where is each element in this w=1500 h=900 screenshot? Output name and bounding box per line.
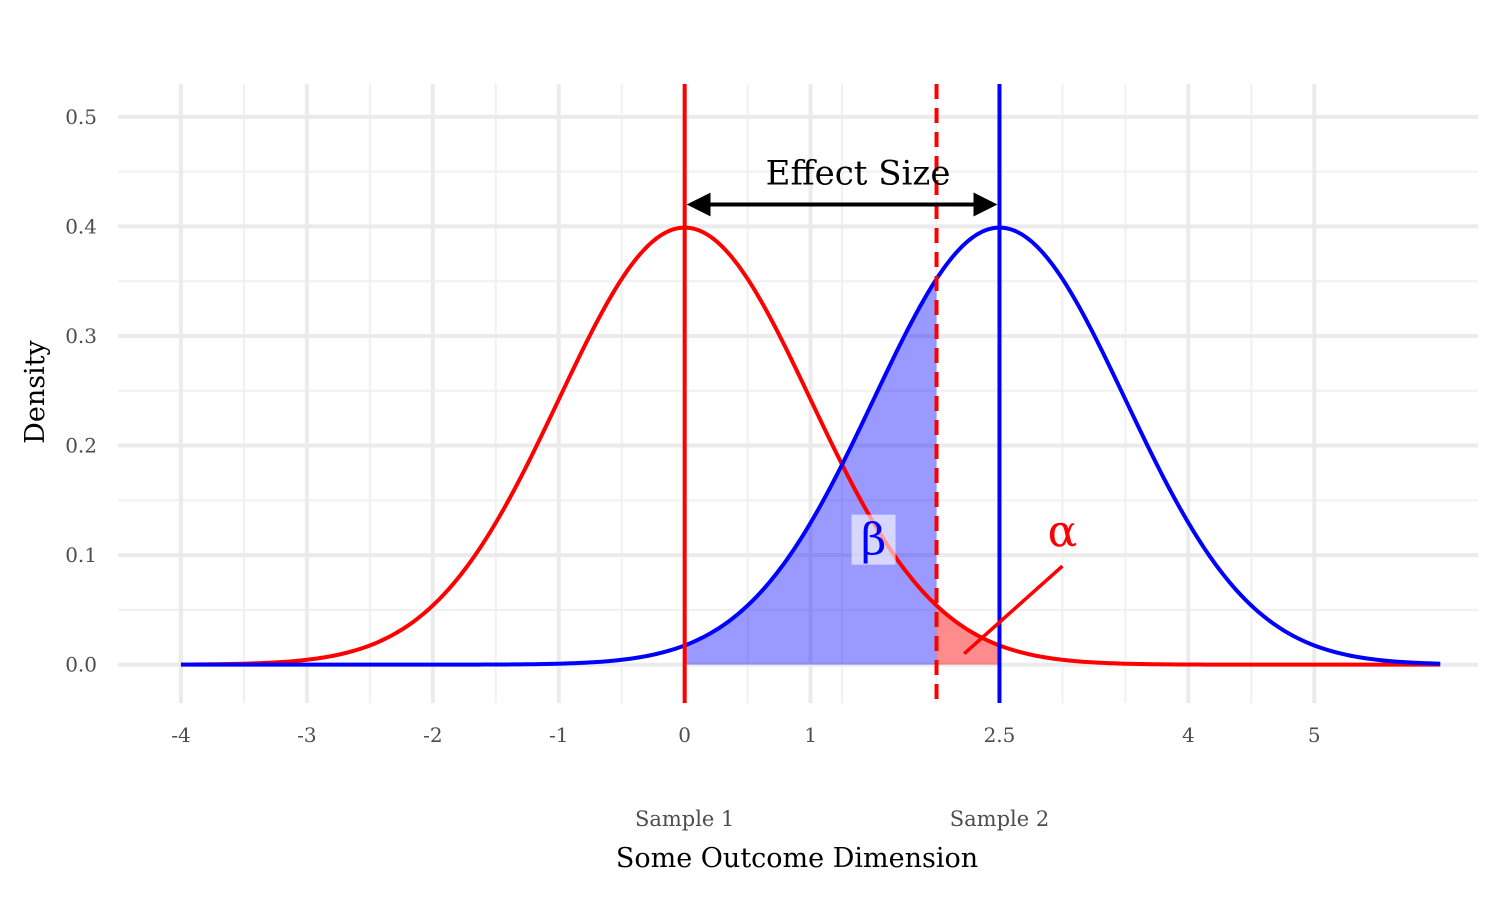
density-curve-1 bbox=[180, 225, 1441, 667]
x-tick-label: 1 bbox=[804, 723, 817, 747]
alpha-label: α bbox=[1048, 506, 1078, 557]
x-tick-label: 2.5 bbox=[984, 723, 1016, 747]
y-tick-label: 0.3 bbox=[65, 324, 97, 348]
x-tick-label: -1 bbox=[549, 723, 568, 747]
density-curve-2 bbox=[180, 225, 1441, 667]
x-tick-label: 0 bbox=[678, 723, 691, 747]
x-tick-labels: -4 -3 -2 -1 0 1 2.5 4 5 bbox=[171, 723, 1320, 747]
sample-label: Sample 2 bbox=[950, 807, 1049, 831]
x-tick-label: -4 bbox=[171, 723, 190, 747]
x-tick-label: 4 bbox=[1182, 723, 1195, 747]
grid bbox=[118, 84, 1478, 703]
annotations: Effect Size β α bbox=[686, 154, 1078, 656]
shaded-region-beta bbox=[684, 278, 937, 665]
sample-labels: Sample 1 Sample 2 bbox=[635, 807, 1049, 831]
effect-size-label: Effect Size bbox=[766, 154, 951, 194]
y-tick-label: 0.0 bbox=[65, 653, 97, 677]
y-tick-label: 0.2 bbox=[65, 434, 97, 458]
beta-label-background bbox=[851, 514, 896, 565]
y-tick-label: 0.5 bbox=[65, 105, 97, 129]
x-tick-label: -2 bbox=[423, 723, 442, 747]
y-tick-label: 0.1 bbox=[65, 543, 97, 567]
beta-label: β bbox=[861, 515, 886, 566]
y-axis-title: Density bbox=[20, 339, 51, 443]
density-curves bbox=[180, 225, 1441, 667]
reference-lines bbox=[682, 84, 1002, 703]
alpha-pointer bbox=[963, 564, 1064, 656]
sample-label: Sample 1 bbox=[635, 807, 734, 831]
x-tick-label: -3 bbox=[297, 723, 316, 747]
y-tick-labels: 0.0 0.1 0.2 0.3 0.4 0.5 bbox=[65, 105, 97, 677]
x-axis-title: Some Outcome Dimension bbox=[616, 843, 978, 874]
y-tick-label: 0.4 bbox=[65, 214, 97, 238]
x-tick-label: 5 bbox=[1308, 723, 1321, 747]
